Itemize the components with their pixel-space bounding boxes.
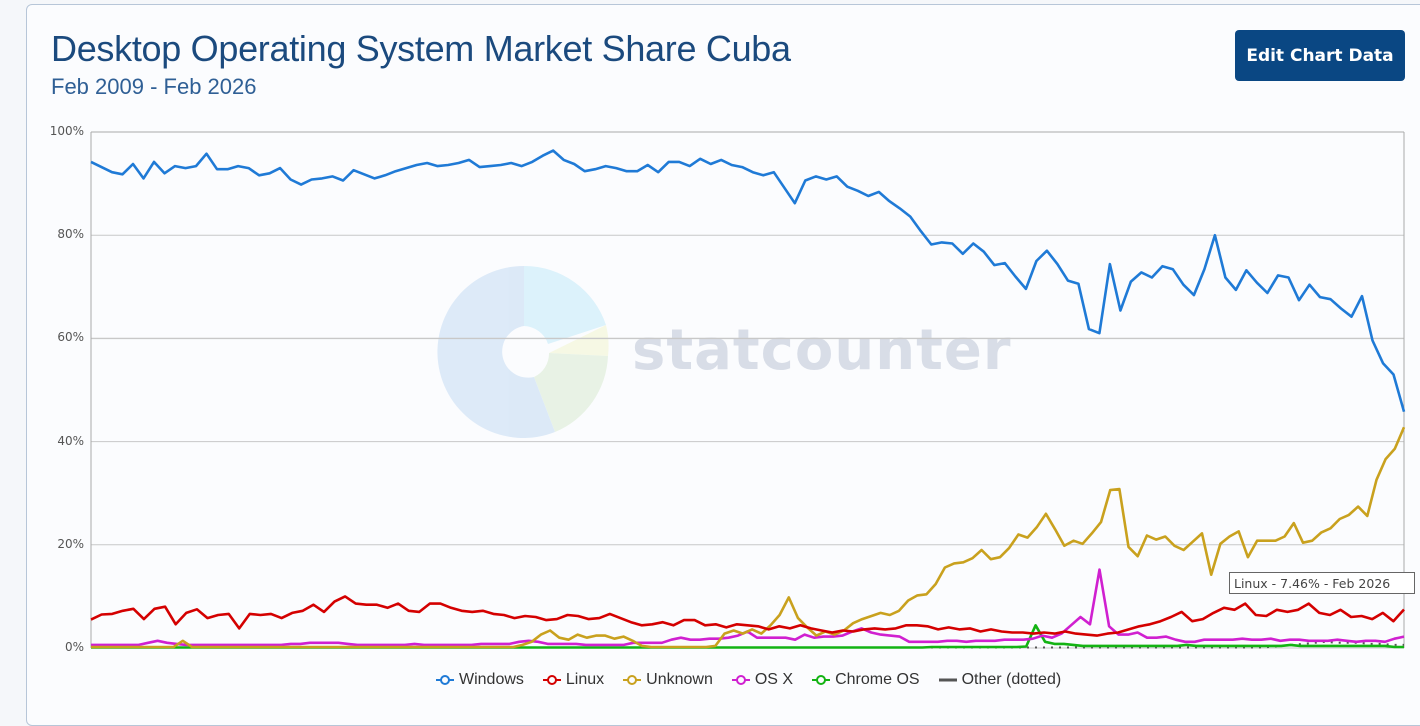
series-line-windows[interactable] xyxy=(90,149,1406,413)
y-tick-label: 60% xyxy=(57,330,84,345)
circle-marker-icon xyxy=(436,675,454,685)
legend-label: Unknown xyxy=(646,671,713,688)
legend-item-linux[interactable]: Linux xyxy=(542,671,605,689)
legend-label: Other (dotted) xyxy=(961,671,1062,688)
series-line-os-x[interactable] xyxy=(91,568,1405,647)
chart-title: Desktop Operating System Market Share Cu… xyxy=(51,28,791,69)
y-tick-label: 80% xyxy=(57,227,84,242)
statcounter-watermark: statcounter xyxy=(632,318,1012,383)
legend-item-other-dotted[interactable]: Other (dotted) xyxy=(938,671,1062,689)
y-tick-label: 0% xyxy=(64,640,84,654)
series-line-linux[interactable] xyxy=(90,595,1405,637)
chart-legend: Windows Linux Unknown OS X Chrome OS Other (d… xyxy=(436,670,1080,690)
legend-label: OS X xyxy=(754,671,794,688)
line-chart-plot xyxy=(90,131,1406,649)
circle-marker-icon xyxy=(731,675,750,685)
legend-item-os-x[interactable]: OS X xyxy=(731,671,794,689)
y-tick-label: 40% xyxy=(57,433,84,448)
data-tooltip: Linux - 7.46% - Feb 2026 xyxy=(1229,572,1415,594)
y-tick-label: 100% xyxy=(49,124,84,138)
legend-label: Linux xyxy=(565,671,605,688)
legend-item-windows[interactable]: Windows xyxy=(436,671,524,689)
legend-label: Windows xyxy=(459,671,524,688)
chart-subtitle: Feb 2009 - Feb 2026 xyxy=(51,74,257,99)
dash-line-icon xyxy=(938,678,957,682)
y-tick-label: 20% xyxy=(57,536,84,551)
circle-marker-icon xyxy=(623,675,642,685)
legend-label: Chrome OS xyxy=(835,671,920,688)
edit-chart-data-button[interactable]: Edit Chart Data xyxy=(1235,30,1405,81)
chart-card xyxy=(26,4,1420,726)
circle-marker-icon xyxy=(542,675,561,685)
legend-item-unknown[interactable]: Unknown xyxy=(623,671,713,689)
circle-marker-icon xyxy=(812,675,831,685)
series-line-unknown[interactable] xyxy=(91,426,1406,649)
legend-item-chrome-os[interactable]: Chrome OS xyxy=(812,671,920,689)
statcounter-logo-icon xyxy=(437,265,609,438)
